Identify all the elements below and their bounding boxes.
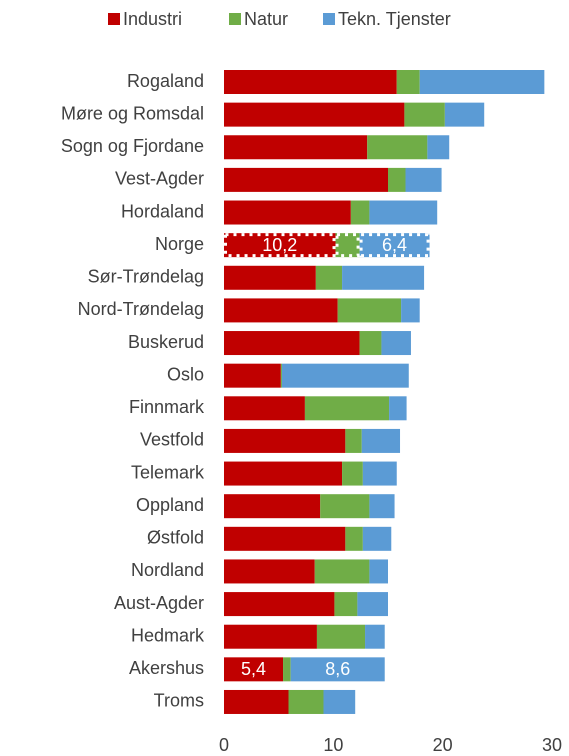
bar-segment — [224, 396, 305, 421]
bar-segment — [388, 167, 406, 192]
bar-segment — [369, 559, 388, 584]
bar-segment — [342, 461, 363, 486]
legend-label: Natur — [244, 9, 288, 29]
y-tick-label: Telemark — [131, 462, 205, 482]
y-tick-label: Hedmark — [131, 625, 205, 645]
bar-segment — [335, 233, 360, 258]
bar-segment — [381, 331, 411, 356]
x-tick-label: 0 — [219, 735, 229, 755]
bar-segment — [396, 70, 420, 94]
bar-segment — [362, 461, 397, 486]
y-tick-label: Vest-Agder — [115, 169, 204, 189]
x-tick-label: 30 — [542, 735, 562, 755]
bar-segment — [224, 298, 338, 323]
bar-segment — [315, 265, 343, 290]
bar-segment — [224, 200, 351, 225]
bar-segment — [342, 265, 425, 290]
selection-outline — [359, 233, 430, 258]
bar-segment — [224, 624, 317, 649]
y-tick-label: Finnmark — [129, 397, 205, 417]
bar-segment — [224, 265, 316, 290]
bar-segment — [369, 494, 395, 519]
y-tick-label: Buskerud — [128, 332, 204, 352]
bar-segment — [224, 70, 397, 94]
bar-segment — [224, 526, 346, 551]
value-label: 6,4 — [382, 235, 407, 255]
value-label: 10,2 — [262, 235, 297, 255]
bar-segment — [224, 363, 281, 388]
bar-segment — [367, 135, 428, 160]
x-tick-label: 20 — [433, 735, 453, 755]
bar-segment — [369, 200, 438, 225]
bar-segment — [419, 70, 545, 94]
bar-segment — [361, 428, 401, 453]
bar-segment — [444, 102, 485, 127]
y-tick-label: Hordaland — [121, 201, 204, 221]
y-tick-label: Oslo — [167, 364, 204, 384]
bar-segment — [224, 494, 321, 519]
y-tick-label: Vestfold — [140, 430, 204, 450]
selection-outline — [224, 233, 336, 258]
bar-segment — [362, 526, 392, 551]
bar-segment — [323, 689, 356, 714]
bar-segment — [224, 657, 284, 682]
bar-segment — [304, 396, 390, 421]
bar-segment — [224, 689, 289, 714]
bar-segment — [224, 592, 335, 617]
bar-segment — [337, 298, 402, 323]
bar-segment — [224, 331, 360, 356]
x-tick-label: 10 — [323, 735, 343, 755]
bar-segment — [359, 233, 430, 258]
legend-label: Tekn. Tjenster — [338, 9, 451, 29]
bar-segment — [404, 102, 445, 127]
bar-segment — [280, 363, 282, 388]
y-tick-label: Aust-Agder — [114, 593, 204, 613]
bar-segment — [345, 526, 363, 551]
bar-segment — [224, 167, 388, 192]
y-tick-label: Sogn og Fjordane — [61, 136, 204, 156]
y-tick-label: Akershus — [129, 658, 204, 678]
legend-label: Industri — [123, 9, 182, 29]
bar-segment — [401, 298, 420, 323]
bar-segment — [224, 102, 405, 127]
bar-segment — [288, 689, 324, 714]
bar-segment — [365, 624, 385, 649]
bar-segment — [320, 494, 370, 519]
bar-segment — [224, 461, 343, 486]
legend-swatch — [229, 13, 241, 25]
bar-segment — [290, 657, 385, 682]
y-tick-label: Troms — [154, 691, 204, 711]
bar-segment — [283, 657, 291, 682]
bar-segment — [224, 559, 315, 584]
bar-segment — [224, 428, 346, 453]
bar-segment — [316, 624, 366, 649]
y-tick-label: Østfold — [147, 528, 204, 548]
bar-segment — [345, 428, 362, 453]
legend-swatch — [323, 13, 335, 25]
bar-segment — [224, 233, 336, 258]
bar-segment — [281, 363, 409, 388]
legend-swatch — [108, 13, 120, 25]
value-label: 8,6 — [325, 659, 350, 679]
bar-segment — [359, 331, 382, 356]
bar-segment — [334, 592, 358, 617]
y-tick-label: Sør-Trøndelag — [88, 267, 204, 287]
selection-outline — [335, 233, 360, 258]
value-label: 5,4 — [241, 659, 266, 679]
bar-segment — [224, 135, 368, 160]
y-tick-label: Møre og Romsdal — [61, 103, 204, 123]
bar-segment — [389, 396, 407, 421]
bar-segment — [314, 559, 370, 584]
y-tick-label: Nord-Trøndelag — [78, 299, 204, 319]
y-tick-label: Oppland — [136, 495, 204, 515]
y-tick-label: Nordland — [131, 560, 204, 580]
bar-segment — [405, 167, 442, 192]
bar-segment — [427, 135, 450, 160]
bar-segment — [357, 592, 388, 617]
y-tick-label: Rogaland — [127, 71, 204, 91]
y-tick-label: Norge — [155, 234, 204, 254]
bar-segment — [350, 200, 370, 225]
